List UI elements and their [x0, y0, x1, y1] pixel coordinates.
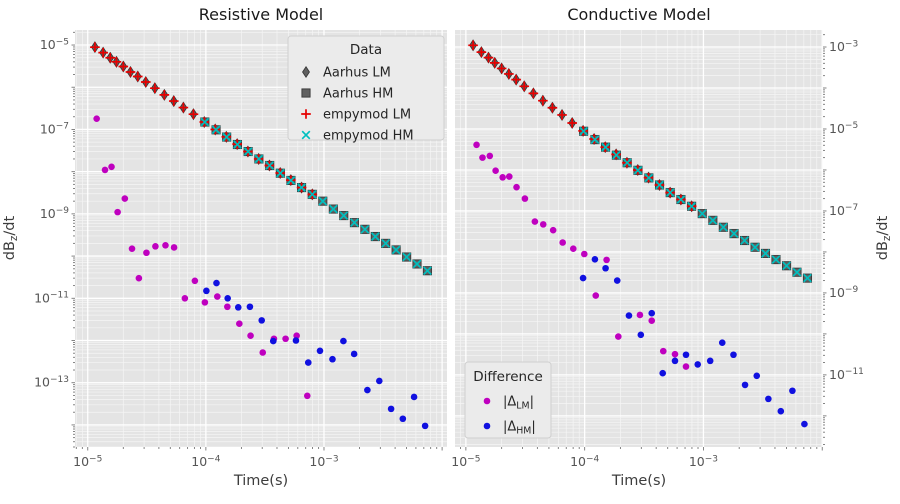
legend-label-hm: |ΔHM| [503, 420, 536, 437]
x-tick-label: 10−5 [73, 454, 102, 469]
y-tick-label: 10−5 [829, 121, 858, 136]
legend-title: Data [350, 42, 382, 58]
y-tick-label: 10−9 [40, 206, 69, 221]
series-empymod-hm [579, 126, 812, 283]
grid-minor [75, 30, 447, 448]
series-lm [93, 115, 311, 400]
legend-title: Difference [473, 369, 543, 385]
y-tick-label: 10−11 [34, 290, 69, 305]
legend-data: Data Aarhus LM Aarhus HM empymod LM empymod … [287, 35, 445, 144]
series-layer [90, 41, 432, 430]
tick-labels: 10−5 10−4 10−3 10−5 10−7 10−9 10−11 10−13 [34, 37, 338, 469]
series-hm [579, 256, 808, 428]
legend-label-lm: |ΔLM| [503, 395, 534, 412]
x-tick-label: 10−3 [689, 454, 718, 469]
legend-label-aarhus-hm: Aarhus HM [323, 87, 393, 102]
legend-box [464, 361, 552, 439]
x-tick-label: 10−4 [570, 454, 599, 469]
tick-labels: 10−5 10−4 10−3 10−3 10−5 10−7 10−9 10−11 [451, 39, 864, 469]
plot-conductive-model: 10−5 10−4 10−3 10−3 10−5 10−7 10−9 10−11 Conduct… [451, 5, 893, 489]
x-tick-label: 10−4 [191, 454, 220, 469]
tick-marks [459, 34, 827, 451]
y-axis-label: dBz/dt [2, 215, 20, 260]
y-tick-label: 10−9 [829, 285, 858, 300]
x-tick-label: 10−3 [309, 454, 338, 469]
legend-difference: Difference |ΔLM| |ΔHM| [464, 361, 552, 439]
y-tick-label: 10−7 [40, 121, 69, 136]
plot-resistive-model: 10−5 10−4 10−3 10−5 10−7 10−9 10−11 10−13 Resist… [2, 5, 447, 489]
y-tick-label: 10−7 [829, 203, 858, 218]
series-empymod-hm [200, 117, 432, 276]
legend-box [287, 35, 445, 141]
y-tick-label: 10−11 [829, 367, 864, 382]
y-tick-label: 10−13 [34, 375, 69, 390]
series-hm [203, 279, 429, 430]
y-axis-label: dBz/dt [875, 215, 893, 260]
plot-title: Resistive Model [199, 5, 324, 24]
x-axis-label: Time(s) [611, 473, 666, 489]
x-axis-label: Time(s) [233, 473, 288, 489]
tick-marks [71, 31, 443, 451]
plot-title: Conductive Model [567, 5, 710, 24]
legend-label-empymod-lm: empymod LM [323, 108, 411, 123]
series-lm [473, 141, 690, 370]
y-tick-label: 10−3 [829, 39, 858, 54]
legend-label-aarhus-lm: Aarhus LM [323, 66, 391, 81]
series-empymod-lm [468, 40, 697, 212]
y-tick-label: 10−5 [40, 37, 69, 52]
legend-label-empymod-hm: empymod HM [323, 129, 414, 144]
x-tick-label: 10−5 [451, 454, 480, 469]
series-layer [468, 39, 813, 428]
